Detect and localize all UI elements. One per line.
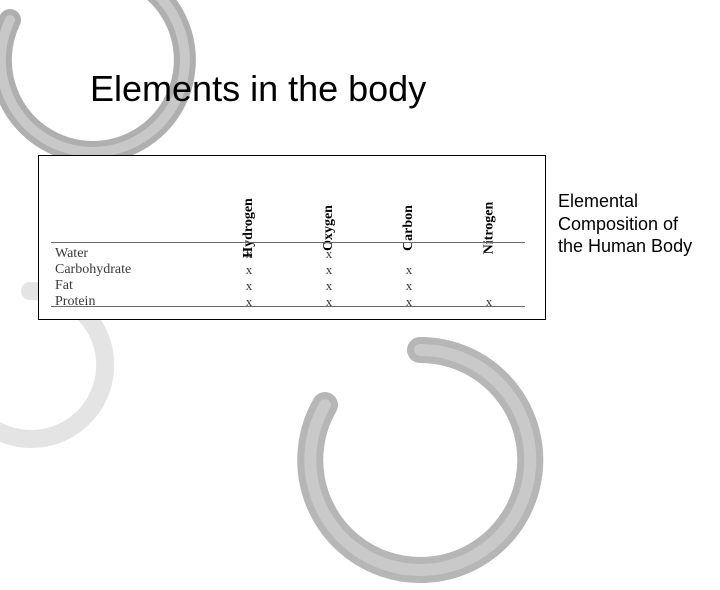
- table-cell: x: [299, 278, 359, 294]
- table-cell: x: [379, 294, 439, 310]
- table-cell: x: [299, 246, 359, 262]
- table-rule-bottom: [51, 306, 525, 307]
- table-cell: x: [299, 262, 359, 278]
- col-header-carbon: Carbon: [379, 166, 439, 236]
- col-header-hydrogen: Hydrogen: [219, 166, 279, 236]
- brushstroke-bottom-center: [290, 330, 550, 590]
- table-cell: x: [219, 294, 279, 310]
- row-label-fat: Fat: [55, 278, 73, 294]
- page-title: Elements in the body: [90, 68, 426, 110]
- row-label-water: Water: [55, 246, 88, 262]
- table-cell: x: [219, 246, 279, 262]
- col-header-nitrogen: Nitrogen: [459, 166, 519, 236]
- table-cell: x: [379, 278, 439, 294]
- table-cell: x: [219, 262, 279, 278]
- table-cell: x: [219, 278, 279, 294]
- col-header-oxygen: Oxygen: [299, 166, 359, 236]
- row-label-carbohydrate: Carbohydrate: [55, 262, 131, 278]
- composition-table: Hydrogen Oxygen Carbon Nitrogen Water Ca…: [38, 155, 546, 320]
- table-caption: Elemental Composition of the Human Body: [558, 190, 698, 258]
- row-label-protein: Protein: [55, 294, 95, 310]
- table-cell: x: [379, 262, 439, 278]
- table-rule-top: [51, 242, 525, 243]
- table-cell: x: [459, 294, 519, 310]
- table-cell: x: [299, 294, 359, 310]
